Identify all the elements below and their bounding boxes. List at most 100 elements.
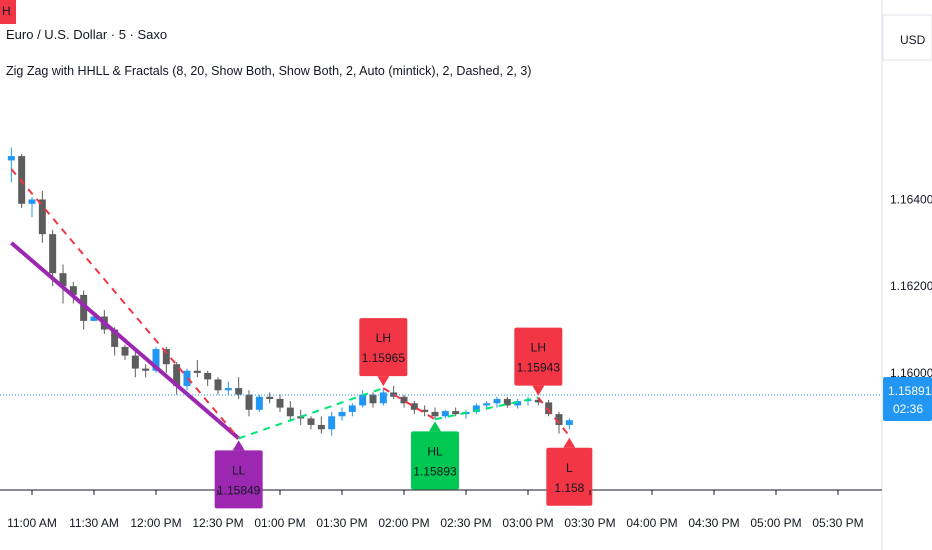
candle: [503, 396, 511, 408]
time-tick-label[interactable]: 02:00 PM: [378, 516, 429, 530]
candle-body: [452, 411, 460, 415]
candle-body: [245, 394, 253, 410]
time-tick-label[interactable]: 11:30 AM: [69, 516, 119, 530]
symbol-title[interactable]: Euro / U.S. Dollar · 5 · Saxo: [6, 27, 168, 42]
candle-body: [49, 234, 57, 274]
candle: [173, 362, 181, 395]
hhll-label-l: L 1.158: [546, 437, 593, 506]
candle-body: [266, 396, 274, 399]
candle: [276, 394, 284, 412]
time-tick-label[interactable]: 03:00 PM: [502, 516, 553, 530]
time-tick-label[interactable]: 11:00 AM: [7, 516, 57, 530]
time-tick-label[interactable]: 12:30 PM: [192, 516, 243, 530]
candle-body: [359, 394, 367, 406]
candle-body: [193, 370, 201, 373]
candle: [28, 197, 36, 217]
currency-box[interactable]: [882, 14, 932, 61]
candle: [545, 399, 553, 417]
candle: [493, 396, 501, 408]
label-price: 1.15849: [217, 483, 261, 497]
zigzag-segment: [382, 387, 436, 421]
candle-body: [69, 286, 77, 295]
label-kind: HL: [427, 444, 443, 458]
label-box: [514, 327, 563, 386]
candle: [348, 403, 356, 417]
candle-body: [503, 398, 511, 406]
zigzag-segment: [10, 168, 240, 440]
label-box: [214, 450, 263, 509]
time-tick-label[interactable]: 02:30 PM: [440, 516, 491, 530]
candle-body: [224, 388, 232, 391]
label-price: 1.15943: [517, 361, 561, 375]
corner-high-badge: [0, 0, 16, 24]
time-tick-label[interactable]: 01:30 PM: [316, 516, 367, 530]
candle-body: [80, 294, 88, 321]
candle-body: [162, 349, 170, 365]
currency-label[interactable]: USD: [900, 33, 926, 47]
time-tick-label[interactable]: 12:00 PM: [130, 516, 181, 530]
candle-body: [493, 398, 501, 404]
last-price-value: 1.15891: [888, 384, 932, 398]
candle-body: [121, 346, 129, 356]
candle: [255, 394, 263, 412]
candle: [338, 407, 346, 421]
time-tick-label[interactable]: 04:30 PM: [688, 516, 739, 530]
candle: [379, 388, 387, 406]
candle-body: [307, 418, 315, 425]
candle-body: [379, 392, 387, 404]
candle: [514, 398, 522, 409]
time-tick-label[interactable]: 03:30 PM: [564, 516, 615, 530]
time-tick-label[interactable]: 04:00 PM: [626, 516, 677, 530]
candle: [266, 392, 274, 404]
candle-body: [142, 368, 150, 371]
label-pointer: [377, 376, 390, 387]
candle-body: [338, 411, 346, 417]
candle-body: [555, 414, 563, 425]
candle: [131, 351, 139, 378]
label-pointer: [429, 421, 441, 432]
label-kind: LH: [376, 331, 391, 345]
hhll-label-lh: LH 1.15965: [359, 318, 408, 387]
price-axis[interactable]: 1.16400 1.16200 1.16000: [890, 192, 932, 379]
candle: [328, 411, 336, 436]
label-price: 1.15893: [413, 464, 457, 478]
candle-body: [59, 273, 67, 287]
time-tick-label[interactable]: 05:30 PM: [812, 516, 863, 530]
candle: [121, 344, 129, 360]
label-box: [411, 431, 459, 490]
candle-body: [214, 379, 222, 391]
candle-body: [431, 411, 439, 417]
candle-body: [38, 199, 46, 235]
candle: [431, 407, 439, 420]
label-price: 1.158: [554, 481, 584, 495]
candle: [38, 190, 46, 243]
price-tick-label[interactable]: 1.16400: [890, 192, 932, 206]
time-tick-label[interactable]: 01:00 PM: [254, 516, 305, 530]
candle-body: [534, 399, 542, 403]
candle-body: [152, 349, 160, 371]
label-pointer: [232, 440, 245, 451]
label-kind: LL: [232, 463, 246, 477]
candle-body: [90, 316, 98, 321]
candle-body: [255, 396, 263, 410]
label-kind: LH: [531, 341, 546, 355]
time-axis[interactable]: 11:00 AM 11:30 AM 12:00 PM 12:30 PM 01:00 PM…: [7, 490, 864, 530]
zigzag-layer: [10, 168, 571, 440]
label-pointer: [563, 437, 576, 448]
indicator-legend[interactable]: Zig Zag with HHLL & Fractals (8, 20, Sho…: [6, 64, 532, 78]
candle-body: [472, 405, 480, 412]
candle-body: [565, 420, 573, 425]
candle-body: [369, 394, 377, 404]
candle: [80, 290, 88, 330]
candle: [565, 418, 573, 430]
candle: [421, 405, 429, 417]
candle: [359, 390, 367, 408]
hhll-label-hl: HL 1.15893: [411, 421, 459, 490]
candle-body: [348, 405, 356, 412]
zigzag-segment: [10, 241, 240, 440]
price-tick-label[interactable]: 1.16200: [890, 279, 932, 293]
time-tick-label[interactable]: 05:00 PM: [750, 516, 801, 530]
price-tick-label[interactable]: 1.16000: [890, 366, 932, 380]
